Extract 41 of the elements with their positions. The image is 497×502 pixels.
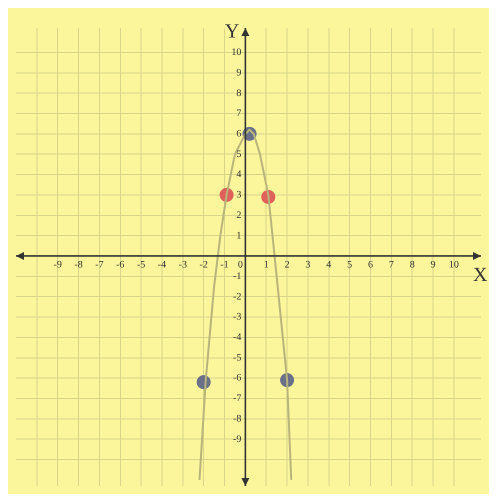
x-tick-label: 4 (326, 260, 332, 271)
x-tick-label: -8 (74, 260, 83, 271)
x-tick-label: -9 (54, 260, 62, 271)
x-tick-label: 3 (305, 260, 310, 271)
x-tick-label: -6 (116, 260, 124, 271)
y-tick-label: -3 (233, 312, 242, 323)
y-tick-label: -8 (233, 413, 242, 424)
x-tick-label: 2 (284, 260, 290, 271)
y-tick-label: 1 (236, 230, 242, 242)
x-tick-label: -5 (136, 260, 146, 271)
x-tick-label: 1 (264, 260, 269, 271)
y-tick-label: -2 (233, 291, 242, 302)
y-tick-label: 6 (236, 128, 242, 140)
y-tick-label: -4 (233, 332, 242, 344)
x-tick-label: -4 (158, 260, 166, 271)
y-tick-label: -1 (233, 270, 242, 282)
x-tick-label: 9 (430, 260, 436, 271)
y-tick-label: 3 (236, 190, 242, 201)
y-tick-label: 7 (236, 108, 242, 120)
y-tick-label: 8 (236, 88, 242, 99)
y-tick-label: 4 (236, 169, 242, 180)
x-tick-label: -1 (220, 260, 229, 271)
x-axis-title: X (473, 264, 488, 286)
x-tick-label: 6 (368, 260, 373, 271)
y-tick-label: 2 (236, 210, 242, 221)
y-tick-label: 9 (236, 67, 242, 78)
x-tick-label: 10 (448, 260, 459, 271)
x-tick-label: 5 (347, 260, 352, 271)
x-tick-label: -3 (178, 260, 187, 271)
y-tick-label: -7 (233, 393, 242, 404)
y-tick-label: 5 (236, 148, 242, 160)
x-tick-label: -2 (199, 260, 208, 271)
x-tick-label: -7 (95, 260, 104, 271)
x-tick-label: 7 (388, 260, 394, 271)
y-tick-label: -6 (233, 372, 242, 384)
x-tick-label: 8 (410, 260, 415, 271)
y-tick-label: -5 (233, 352, 242, 364)
y-tick-label: 10 (231, 47, 242, 58)
x-tick-label: 0 (238, 260, 243, 271)
y-tick-label: -9 (233, 434, 242, 445)
y-axis-title: Y (224, 20, 240, 42)
